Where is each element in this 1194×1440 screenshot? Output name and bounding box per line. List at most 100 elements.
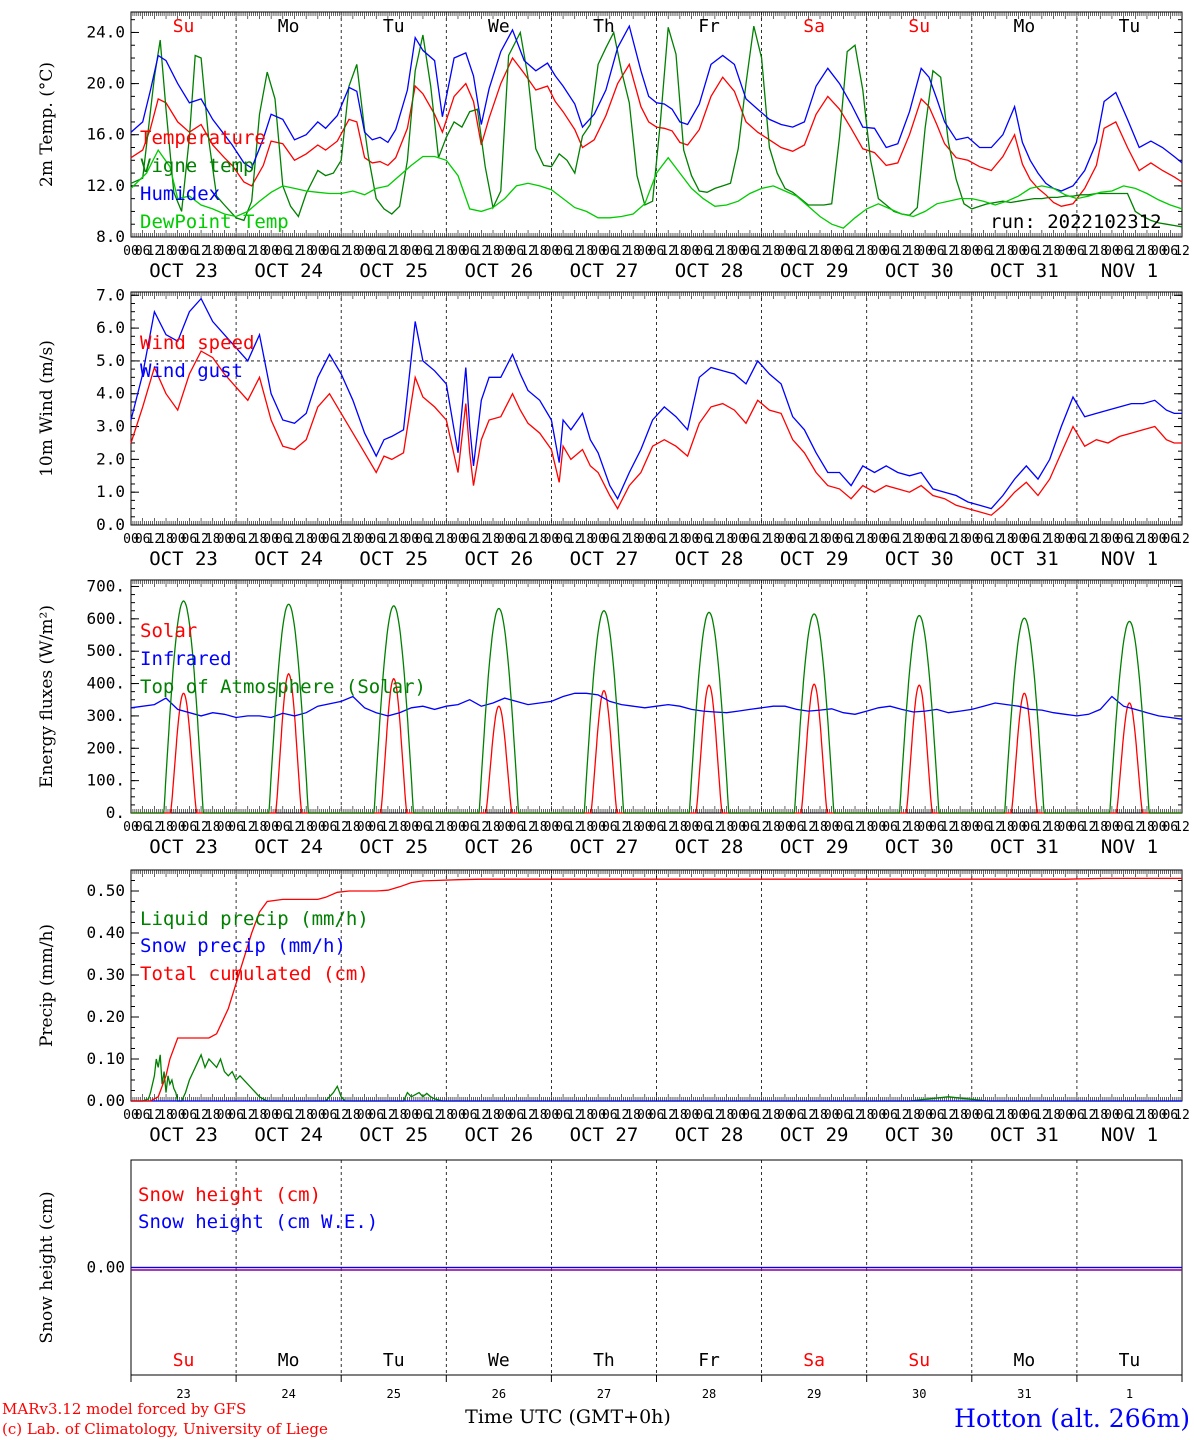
y-tick-label: 0. <box>106 803 125 822</box>
hour-tick-label: 06 <box>1162 820 1178 835</box>
hour-tick-label: 12 <box>754 1108 770 1123</box>
hour-tick-label: 00 <box>450 820 466 835</box>
hour-tick-label: 12 <box>800 532 816 547</box>
hour-tick-label: 18 <box>579 532 595 547</box>
hour-tick-label: 18 <box>625 244 641 259</box>
y-tick-label: 0.0 <box>96 515 125 534</box>
hour-tick-label: 12 <box>894 244 910 259</box>
date-label: OCT 23 <box>149 1124 218 1146</box>
hour-tick-label: 00 <box>964 820 980 835</box>
hour-tick-label: 12 <box>333 820 349 835</box>
hour-tick-label: 00 <box>217 1108 233 1123</box>
y-axis-label: Energy fluxes (W/m²) <box>37 605 57 788</box>
hour-tick-label: 18 <box>438 532 454 547</box>
hour-tick-label: 00 <box>357 532 373 547</box>
date-label: OCT 28 <box>675 1124 744 1146</box>
hour-tick-label: 12 <box>193 244 209 259</box>
hour-tick-label: 18 <box>859 820 875 835</box>
hour-tick-label: 18 <box>625 532 641 547</box>
hour-tick-label: 18 <box>532 532 548 547</box>
y-tick-label: 5.0 <box>96 351 125 370</box>
hour-tick-label: 06 <box>649 820 665 835</box>
hour-tick-label: 00 <box>777 1108 793 1123</box>
y-axis-label: 10m Wind (m/s) <box>37 340 57 477</box>
hour-tick-label: 00 <box>777 820 793 835</box>
hour-tick-label: 00 <box>917 820 933 835</box>
hour-tick-label: 00 <box>1104 244 1120 259</box>
hour-tick-label: 00 <box>497 820 513 835</box>
y-tick-label: 700. <box>86 576 125 595</box>
hour-tick-label: 06 <box>182 244 198 259</box>
hour-tick-label: 06 <box>462 820 478 835</box>
hour-tick-label: 06 <box>368 532 384 547</box>
hour-tick-label: 06 <box>789 820 805 835</box>
y-tick-label: 500. <box>86 641 125 660</box>
hour-tick-label: 12 <box>1174 1108 1190 1123</box>
panel-frame <box>130 11 1183 238</box>
y-tick-label: 4.0 <box>96 384 125 403</box>
date-label: OCT 24 <box>254 1124 323 1146</box>
hour-tick-label: 12 <box>987 820 1003 835</box>
hour-tick-label: 00 <box>917 244 933 259</box>
hour-tick-label: 00 <box>1151 1108 1167 1123</box>
hour-tick-label: 12 <box>240 820 256 835</box>
hour-tick-label: 12 <box>567 532 583 547</box>
date-label: OCT 30 <box>885 1124 954 1146</box>
y-tick-label: 24.0 <box>86 22 125 41</box>
date-label: NOV 1 <box>1101 260 1158 282</box>
hour-tick-label: 06 <box>1162 244 1178 259</box>
y-tick-label: 8.0 <box>96 227 125 246</box>
date-label: OCT 30 <box>885 260 954 282</box>
hour-tick-label: 00 <box>824 532 840 547</box>
hour-tick-label: 06 <box>882 532 898 547</box>
date-label: OCT 27 <box>570 260 639 282</box>
hour-tick-label: 06 <box>649 244 665 259</box>
date-label: OCT 26 <box>465 836 534 858</box>
hour-tick-label: 12 <box>987 244 1003 259</box>
series-line <box>130 56 1183 207</box>
hour-tick-label: 12 <box>1081 532 1097 547</box>
date-label: OCT 29 <box>780 260 849 282</box>
hour-tick-label: 00 <box>637 532 653 547</box>
hour-tick-label: 06 <box>695 1108 711 1123</box>
hour-tick-label: 06 <box>368 1108 384 1123</box>
hour-tick-label: 06 <box>135 1108 151 1123</box>
hour-tick-label: 00 <box>1057 820 1073 835</box>
hour-tick-label: 06 <box>602 532 618 547</box>
hour-tick-label: 12 <box>427 820 443 835</box>
y-tick-label: 300. <box>86 706 125 725</box>
hour-tick-label: 18 <box>999 820 1015 835</box>
hour-tick-label: 06 <box>555 532 571 547</box>
date-label: OCT 25 <box>359 260 428 282</box>
hour-tick-label: 18 <box>999 244 1015 259</box>
hour-tick-label: 06 <box>322 820 338 835</box>
hour-tick-label: 12 <box>567 820 583 835</box>
hour-tick-label: 18 <box>812 820 828 835</box>
hour-tick-label: 06 <box>1069 820 1085 835</box>
hour-tick-label: 18 <box>1092 244 1108 259</box>
hour-tick-label: 18 <box>345 532 361 547</box>
hour-tick-label: 12 <box>1034 532 1050 547</box>
hour-tick-label: 00 <box>684 244 700 259</box>
hour-tick-label: 12 <box>520 820 536 835</box>
hour-tick-label: 00 <box>964 532 980 547</box>
hour-tick-label: 06 <box>555 820 571 835</box>
hour-tick-label: 00 <box>123 532 139 547</box>
date-label: OCT 26 <box>465 260 534 282</box>
hour-tick-label: 12 <box>427 1108 443 1123</box>
hour-tick-label: 18 <box>298 244 314 259</box>
hour-tick-label: 12 <box>800 244 816 259</box>
hour-tick-label: 00 <box>1104 532 1120 547</box>
hour-tick-label: 18 <box>298 1108 314 1123</box>
hour-tick-label: 18 <box>485 532 501 547</box>
hour-tick-label: 12 <box>474 1108 490 1123</box>
hour-tick-label: 18 <box>952 1108 968 1123</box>
hour-tick-label: 00 <box>263 1108 279 1123</box>
date-label: OCT 23 <box>149 836 218 858</box>
hour-tick-label: 06 <box>1116 1108 1132 1123</box>
date-label: OCT 25 <box>359 548 428 570</box>
hour-tick-label: 12 <box>567 1108 583 1123</box>
hour-tick-label: 18 <box>1092 532 1108 547</box>
hour-tick-label: 06 <box>602 244 618 259</box>
hour-tick-label: 12 <box>1127 1108 1143 1123</box>
